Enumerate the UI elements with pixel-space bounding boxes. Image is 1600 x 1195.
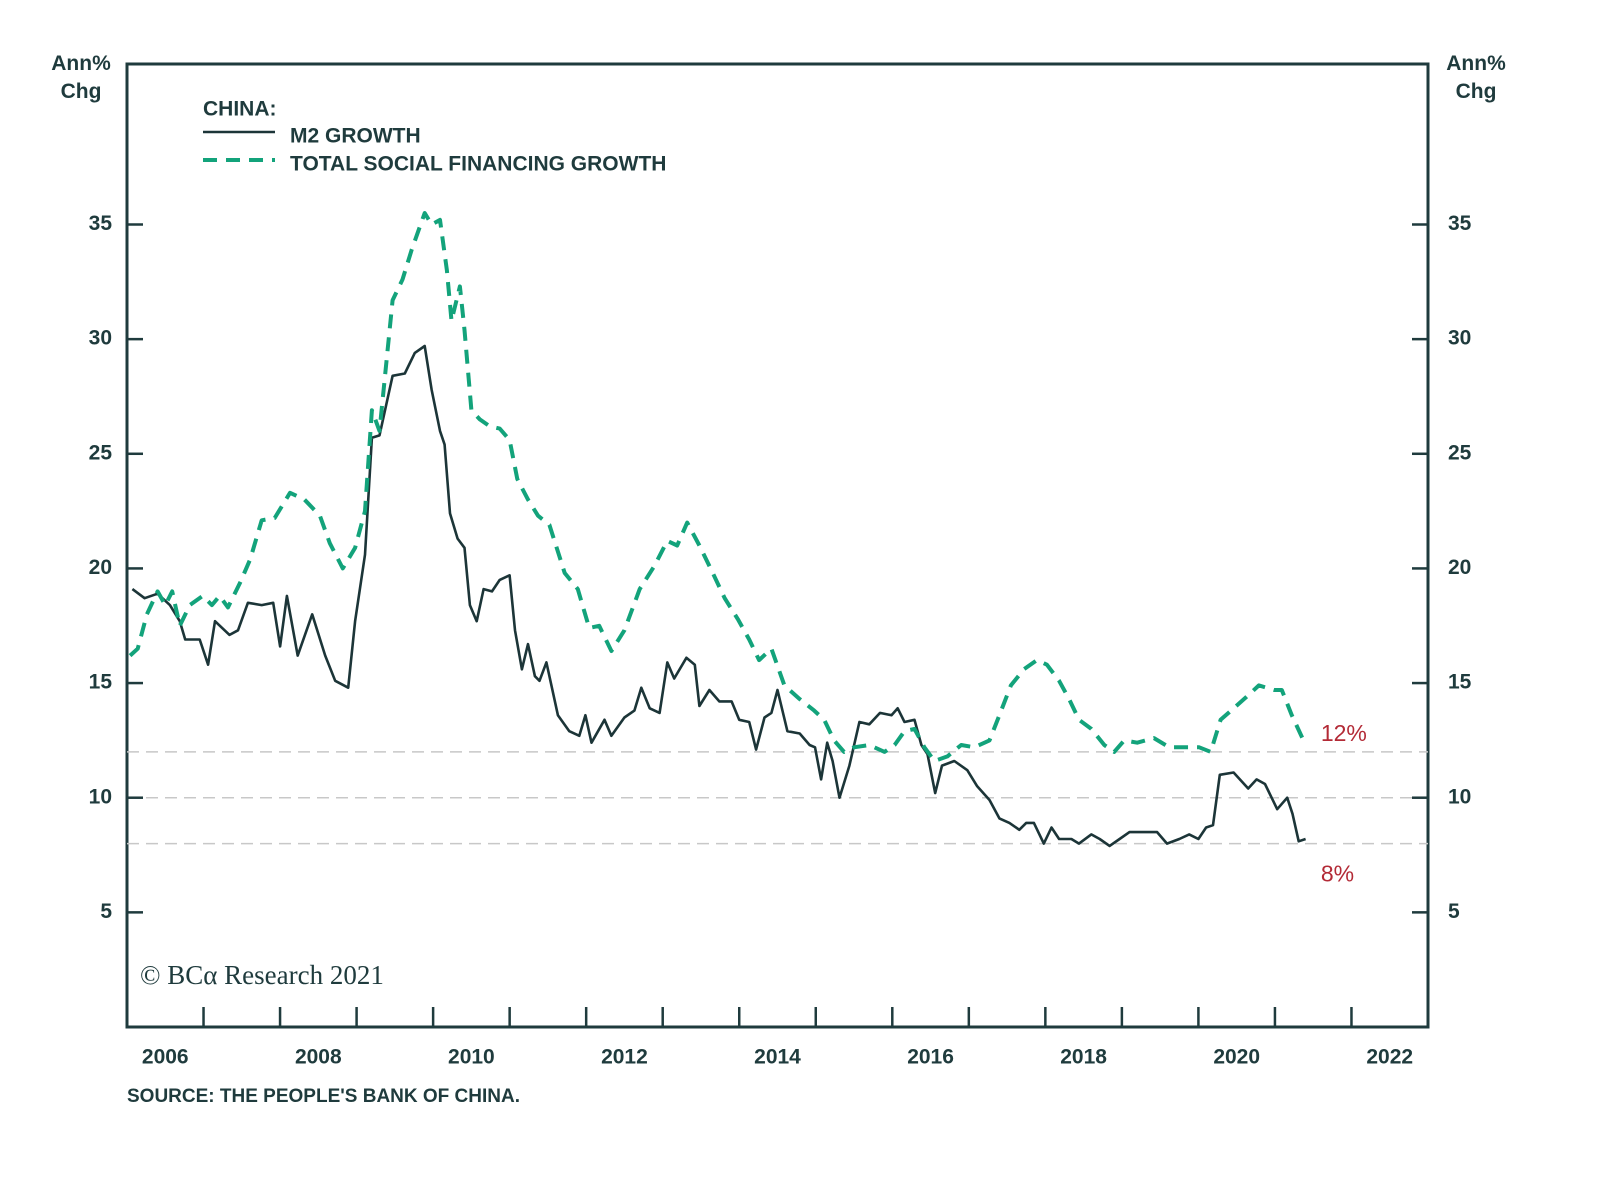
annotation: 8% [1321,861,1354,887]
y2-tick-label: 25 [1448,441,1472,464]
x-tick-label: 2014 [754,1046,801,1069]
annotation: 12% [1321,720,1367,746]
plot-frame [125,62,1430,1029]
x-tick-label: 2012 [601,1046,648,1069]
series-line [128,211,1308,763]
y-tick-label: 10 [89,785,112,808]
x-tick-label: 2006 [142,1046,189,1069]
x-tick-label: 2010 [448,1046,495,1069]
legend-label: TOTAL SOCIAL FINANCING GROWTH [290,153,666,176]
x-tick-label: 2020 [1213,1046,1260,1069]
x-tick-label: 2016 [907,1046,954,1069]
x-tick-label: 2022 [1366,1046,1413,1069]
y2-tick-label: 20 [1448,556,1471,579]
y-tick-label: 25 [89,441,113,464]
y-tick-label: 30 [89,327,112,350]
y-tick-label: 5 [100,900,112,923]
y-axis-label: Ann% Chg [51,52,111,103]
y-tick-label: 35 [89,212,113,235]
x-tick-label: 2008 [295,1046,342,1069]
y2-tick-label: 5 [1448,900,1460,923]
legend-label: M2 GROWTH [290,125,421,148]
x-tick-label: 2018 [1060,1046,1107,1069]
watermark: © BCα Research 2021 [140,960,384,990]
series-line [131,344,1307,848]
y-tick-label: 20 [89,556,112,579]
legend-title: CHINA: [203,98,277,121]
y2-tick-label: 15 [1448,671,1472,694]
y2-tick-label: 10 [1448,785,1471,808]
y2-tick-label: 30 [1448,327,1471,350]
y2-axis-label: Ann% Chg [1446,52,1506,103]
y-tick-label: 15 [89,671,113,694]
y2-tick-label: 35 [1448,212,1472,235]
source-note: SOURCE: THE PEOPLE'S BANK OF CHINA. [127,1086,520,1107]
